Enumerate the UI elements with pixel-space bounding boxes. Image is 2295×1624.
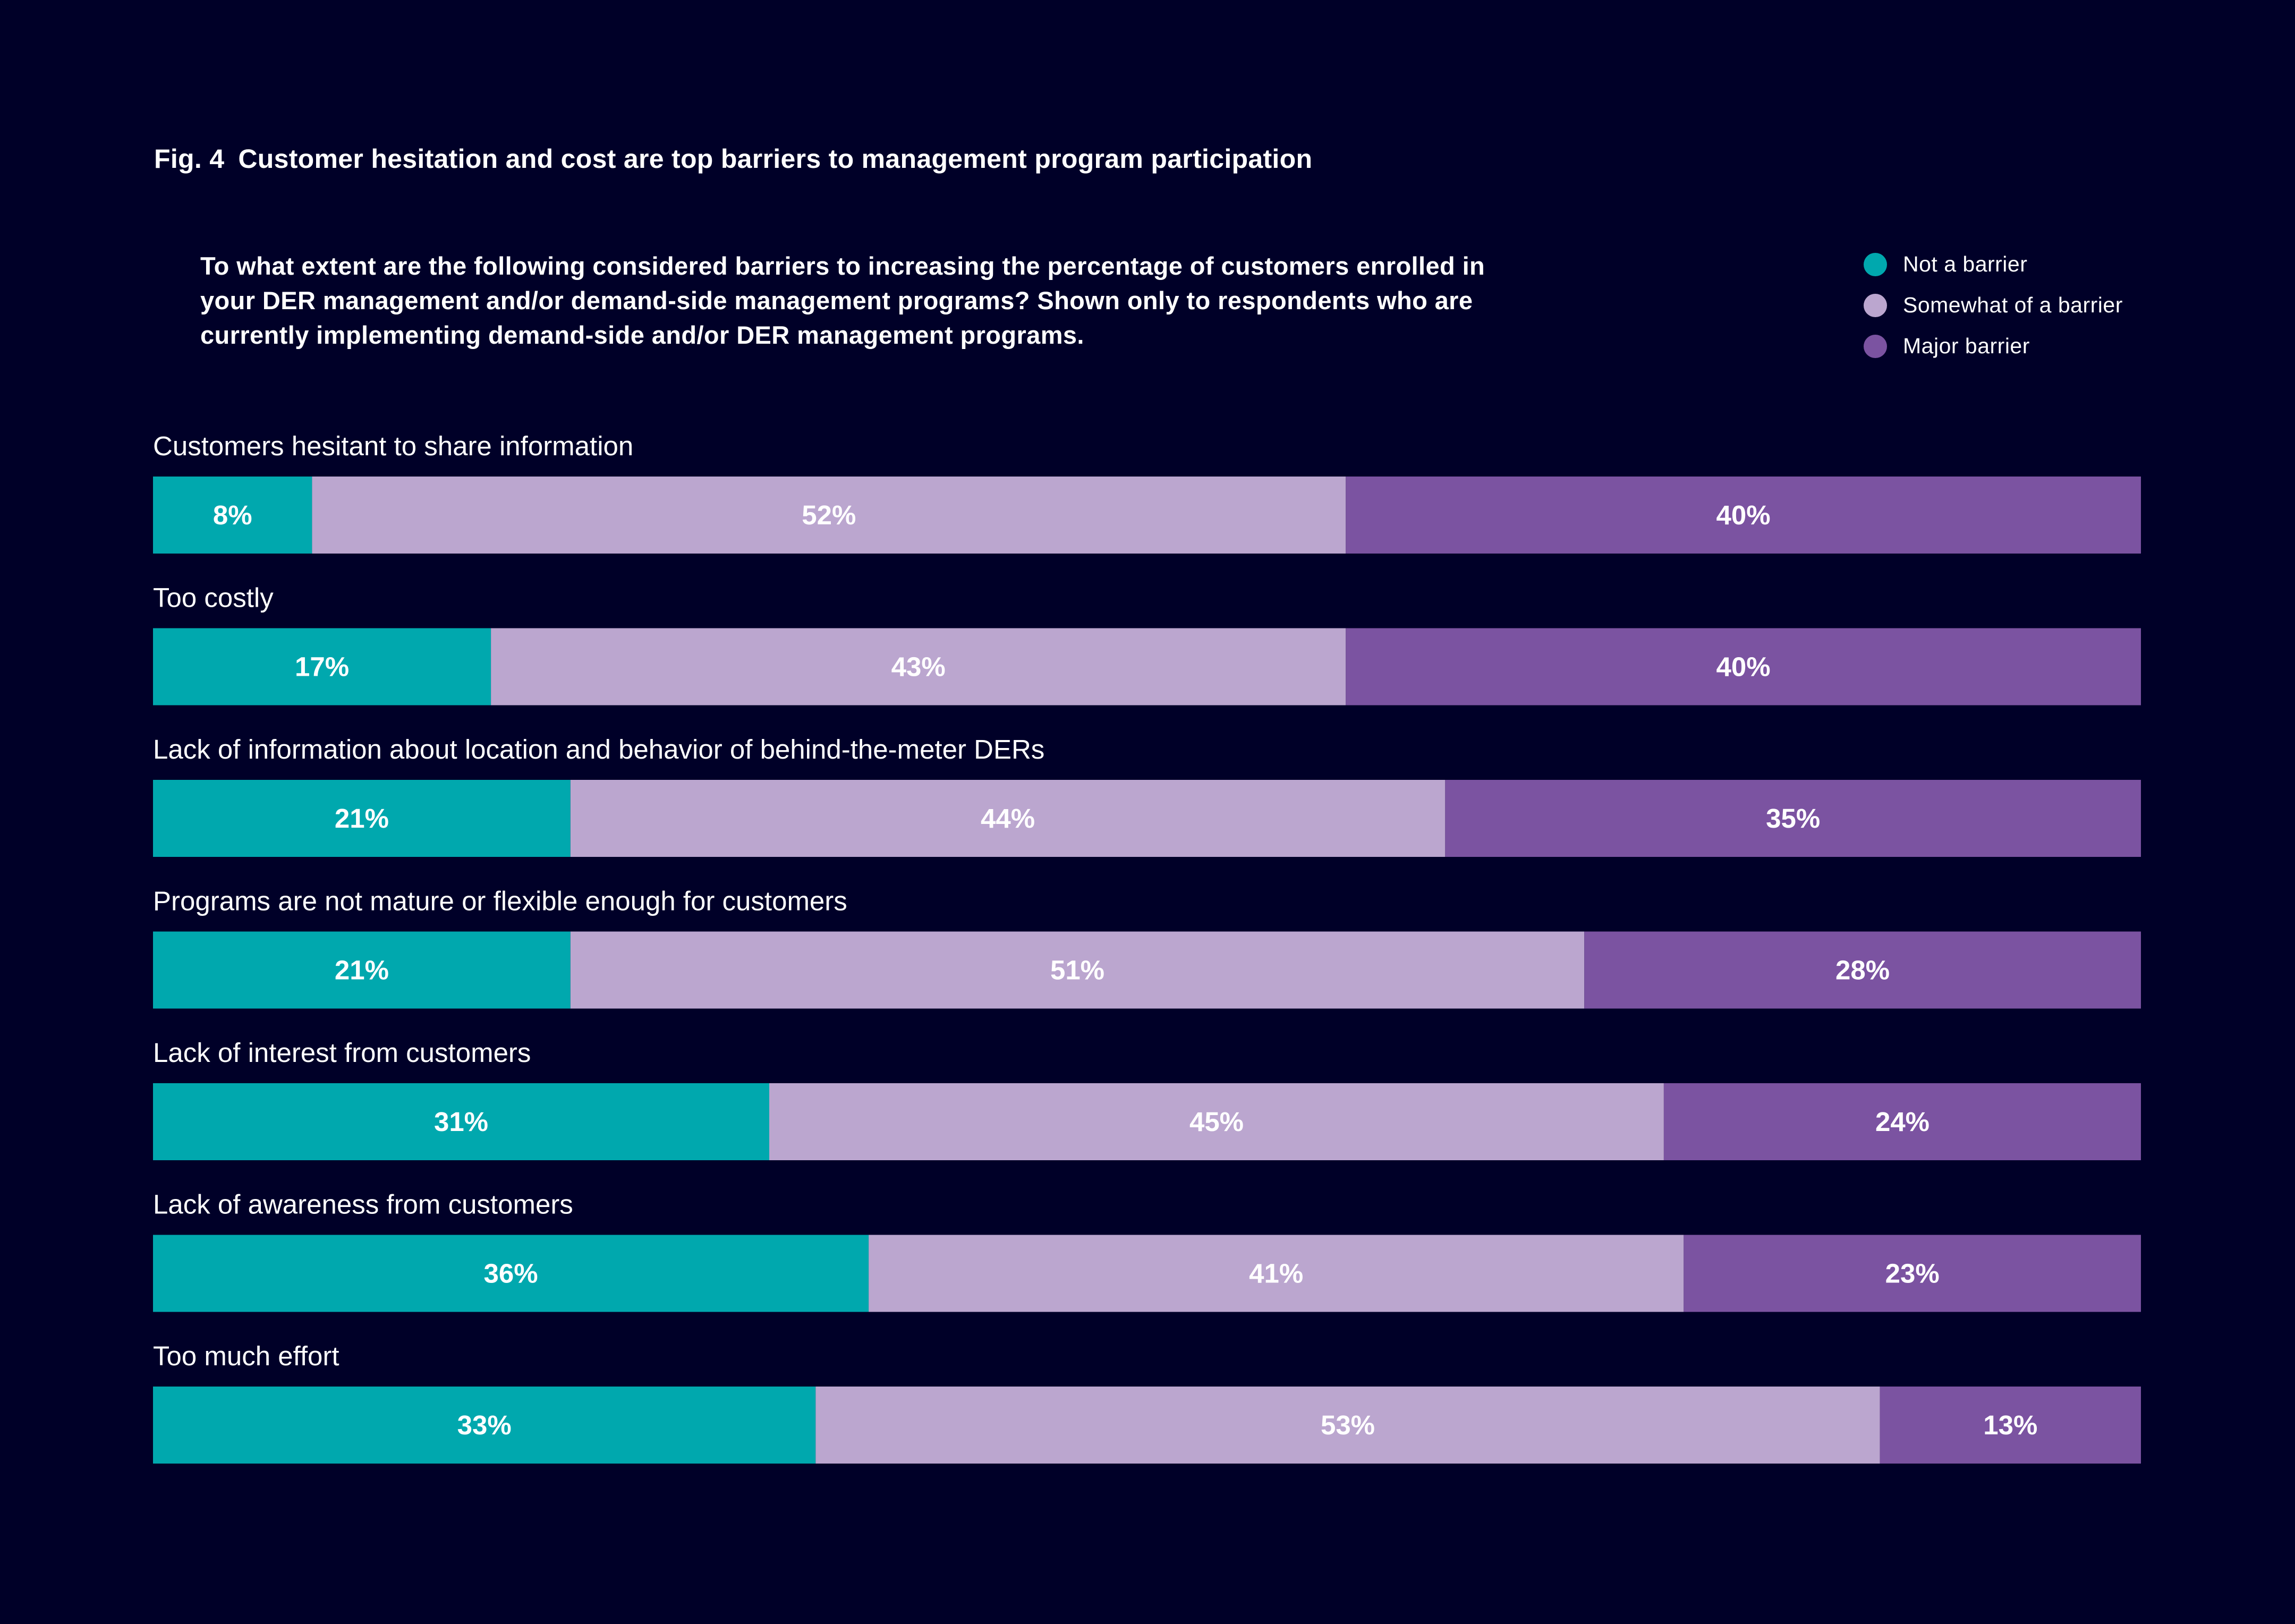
data-label: 31% — [434, 1107, 488, 1137]
data-label: 45% — [1189, 1107, 1244, 1137]
bar-row-lack-of-awareness-from-customers: Lack of awareness from customers 36% 41% 23… — [153, 1189, 2141, 1312]
legend-item-somewhat-of-a-barrier: Somewhat of a barrier — [1864, 285, 2123, 326]
category-label: Lack of information about location and b… — [153, 734, 1044, 764]
data-label: 36% — [484, 1259, 538, 1289]
bar-row-lack-of-interest-from-customers: Lack of interest from customers 31% 45% 24% — [153, 1038, 2141, 1160]
bar-segment-somewhat-of-a-barrier — [570, 780, 1446, 857]
legend-label: Not a barrier — [1903, 252, 2028, 276]
chart-legend: Not a barrier Somewhat of a barrier Majo… — [1864, 244, 2123, 367]
bar-segment-somewhat-of-a-barrier — [570, 931, 1585, 1009]
bar-segment-major-barrier — [1584, 931, 2141, 1009]
bar-segment-somewhat-of-a-barrier — [869, 1235, 1684, 1312]
bar-segment-not-a-barrier — [153, 1387, 816, 1464]
bar-segment-major-barrier — [1880, 1387, 2141, 1464]
data-label: 24% — [1875, 1107, 1930, 1137]
legend-item-major-barrier: Major barrier — [1864, 326, 2123, 367]
data-label: 44% — [981, 803, 1035, 834]
bar-segment-major-barrier — [1684, 1235, 2141, 1312]
bar-segment-not-a-barrier — [153, 628, 491, 705]
category-label: Customers hesitant to share information — [153, 431, 633, 461]
legend-swatch-somewhat-of-a-barrier — [1864, 293, 1887, 317]
survey-question: To what extent are the following conside… — [200, 252, 1485, 349]
data-label: 41% — [1249, 1259, 1303, 1289]
category-label: Programs are not mature or flexible enou… — [153, 886, 847, 916]
category-label: Too much effort — [153, 1341, 339, 1371]
data-label: 51% — [1050, 955, 1104, 985]
bar-segment-not-a-barrier — [153, 780, 571, 857]
data-label: 21% — [335, 955, 389, 985]
category-label: Lack of interest from customers — [153, 1038, 531, 1068]
bar-segment-major-barrier — [1445, 780, 2141, 857]
data-label: 21% — [335, 803, 389, 834]
bar-row-lack-of-information-about-location-and-behavior-of-behind-the-meter-ders: Lack of information about location and b… — [153, 734, 2141, 857]
bar-segment-major-barrier — [1663, 1083, 2141, 1160]
bar-segment-not-a-barrier — [153, 1083, 769, 1160]
bar-row-programs-are-not-mature-or-flexible-enough-for-customers: Programs are not mature or flexible enou… — [153, 886, 2141, 1009]
bar-row-customers-hesitant-to-share-information: Customers hesitant to share information 8… — [153, 431, 2141, 554]
data-label: 28% — [1835, 955, 1890, 985]
data-label: 40% — [1716, 500, 1771, 530]
bar-segment-major-barrier — [1346, 628, 2141, 705]
data-label: 33% — [457, 1410, 512, 1440]
data-label: 13% — [1983, 1410, 2037, 1440]
bar-segment-somewhat-of-a-barrier — [491, 628, 1346, 705]
bar-segment-not-a-barrier — [153, 931, 571, 1009]
data-label: 8% — [213, 500, 252, 530]
data-label: 43% — [891, 652, 946, 682]
data-label: 52% — [802, 500, 856, 530]
bar-segment-not-a-barrier — [153, 477, 312, 554]
bar-segment-major-barrier — [1346, 477, 2141, 554]
bar-segment-not-a-barrier — [153, 1235, 869, 1312]
bar-segment-somewhat-of-a-barrier — [312, 477, 1346, 554]
legend-swatch-not-a-barrier — [1864, 252, 1887, 276]
legend-item-not-a-barrier: Not a barrier — [1864, 244, 2123, 285]
category-label: Too costly — [153, 583, 274, 613]
figure-title: Fig. 4 Customer hesitation and cost are t… — [154, 143, 1312, 174]
legend-label: Somewhat of a barrier — [1903, 293, 2123, 317]
bar-row-too-much-effort: Too much effort 33% 53% 13% — [153, 1341, 2141, 1464]
data-label: 35% — [1766, 803, 1820, 834]
data-label: 23% — [1885, 1259, 1940, 1289]
figure-title-text: Customer hesitation and cost are top bar… — [238, 144, 1313, 174]
legend-swatch-major-barrier — [1864, 334, 1887, 358]
data-label: 53% — [1321, 1410, 1375, 1440]
bar-segment-somewhat-of-a-barrier — [815, 1387, 1880, 1464]
legend-label: Major barrier — [1903, 334, 2030, 358]
data-label: 17% — [295, 652, 349, 682]
figure-number: Fig. 4 — [154, 144, 225, 174]
bar-row-too-costly: Too costly 17% 43% 40% — [153, 583, 2141, 705]
data-label: 40% — [1716, 652, 1771, 682]
category-label: Lack of awareness from customers — [153, 1189, 573, 1220]
bar-segment-somewhat-of-a-barrier — [769, 1083, 1664, 1160]
